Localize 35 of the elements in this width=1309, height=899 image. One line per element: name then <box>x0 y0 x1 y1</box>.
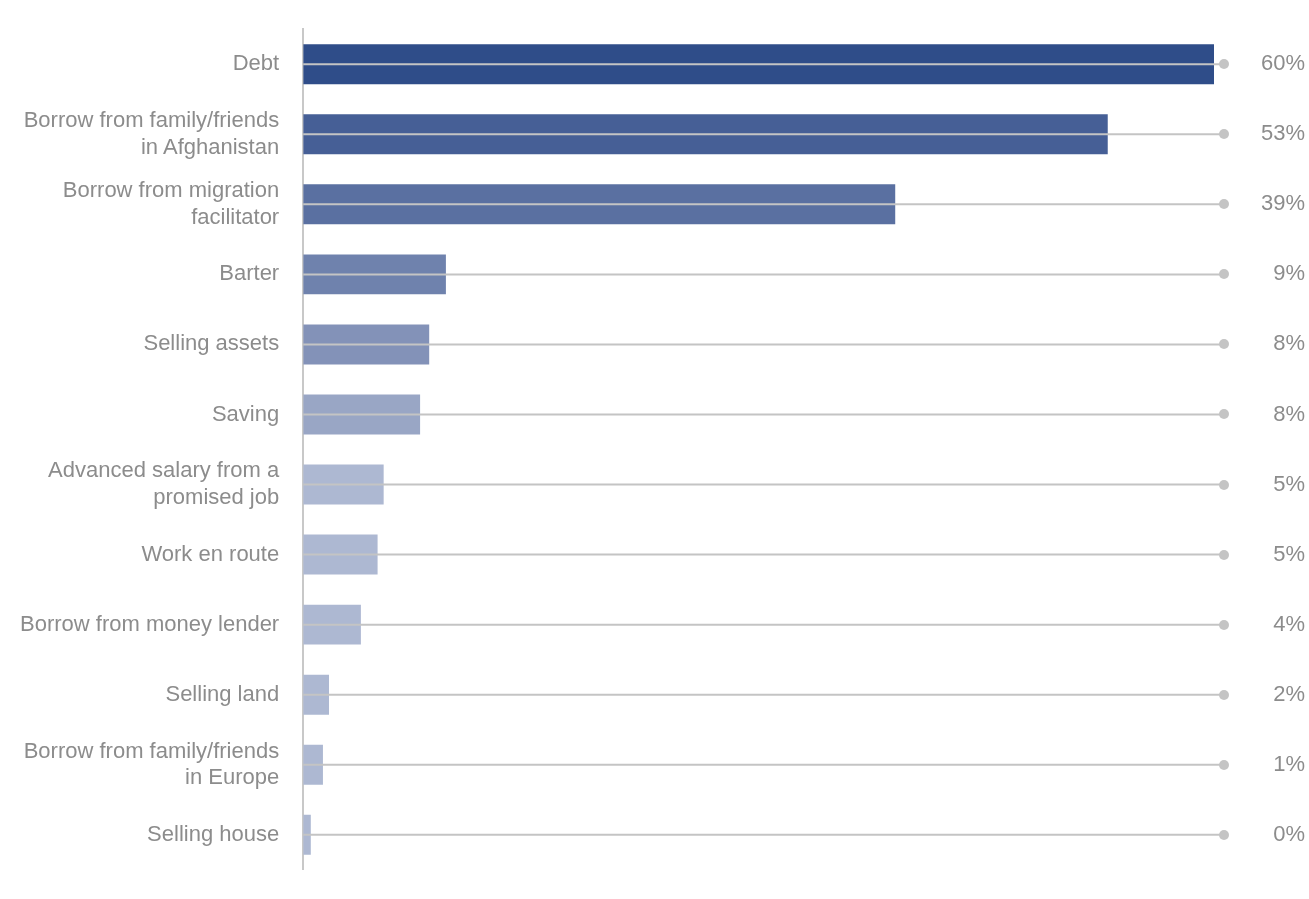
bar <box>303 464 384 505</box>
data-label: 4% <box>1273 610 1305 636</box>
data-label: 53% <box>1260 120 1305 146</box>
y-tick-label: Debt <box>232 50 280 76</box>
y-tick-label: Borrow from migration facilitator <box>62 177 280 229</box>
bar <box>303 394 421 435</box>
y-tick-label: Work en route <box>141 540 280 566</box>
data-label: 0% <box>1273 820 1305 846</box>
y-tick-label: Selling house <box>147 820 280 846</box>
bar <box>303 254 446 295</box>
data-label: 1% <box>1273 750 1305 776</box>
bar <box>303 744 323 785</box>
bar <box>303 324 430 365</box>
data-label: 60% <box>1260 50 1305 76</box>
data-label: 39% <box>1260 190 1305 216</box>
bar <box>303 604 361 645</box>
bar <box>303 114 1108 155</box>
data-label: 2% <box>1273 680 1305 706</box>
bar <box>303 44 1214 85</box>
data-label: 9% <box>1273 260 1305 286</box>
bar <box>303 184 896 225</box>
data-label: 8% <box>1273 400 1305 426</box>
y-tick-label: Selling assets <box>143 330 280 356</box>
y-tick-label: Advanced salary from a promised job <box>48 457 280 509</box>
y-tick-label: Borrow from family/friends in Afghanistan <box>23 107 280 159</box>
data-label: 5% <box>1273 470 1305 496</box>
y-tick-label: Borrow from family/friends in Europe <box>23 737 280 789</box>
y-tick-label: Saving <box>211 400 280 426</box>
bar <box>303 534 378 575</box>
y-tick-label: Selling land <box>165 680 280 706</box>
data-label: 5% <box>1273 540 1305 566</box>
data-label: 8% <box>1273 330 1305 356</box>
y-tick-label: Barter <box>219 260 280 286</box>
y-tick-label: Borrow from money lender <box>19 610 280 636</box>
bar <box>303 674 330 715</box>
